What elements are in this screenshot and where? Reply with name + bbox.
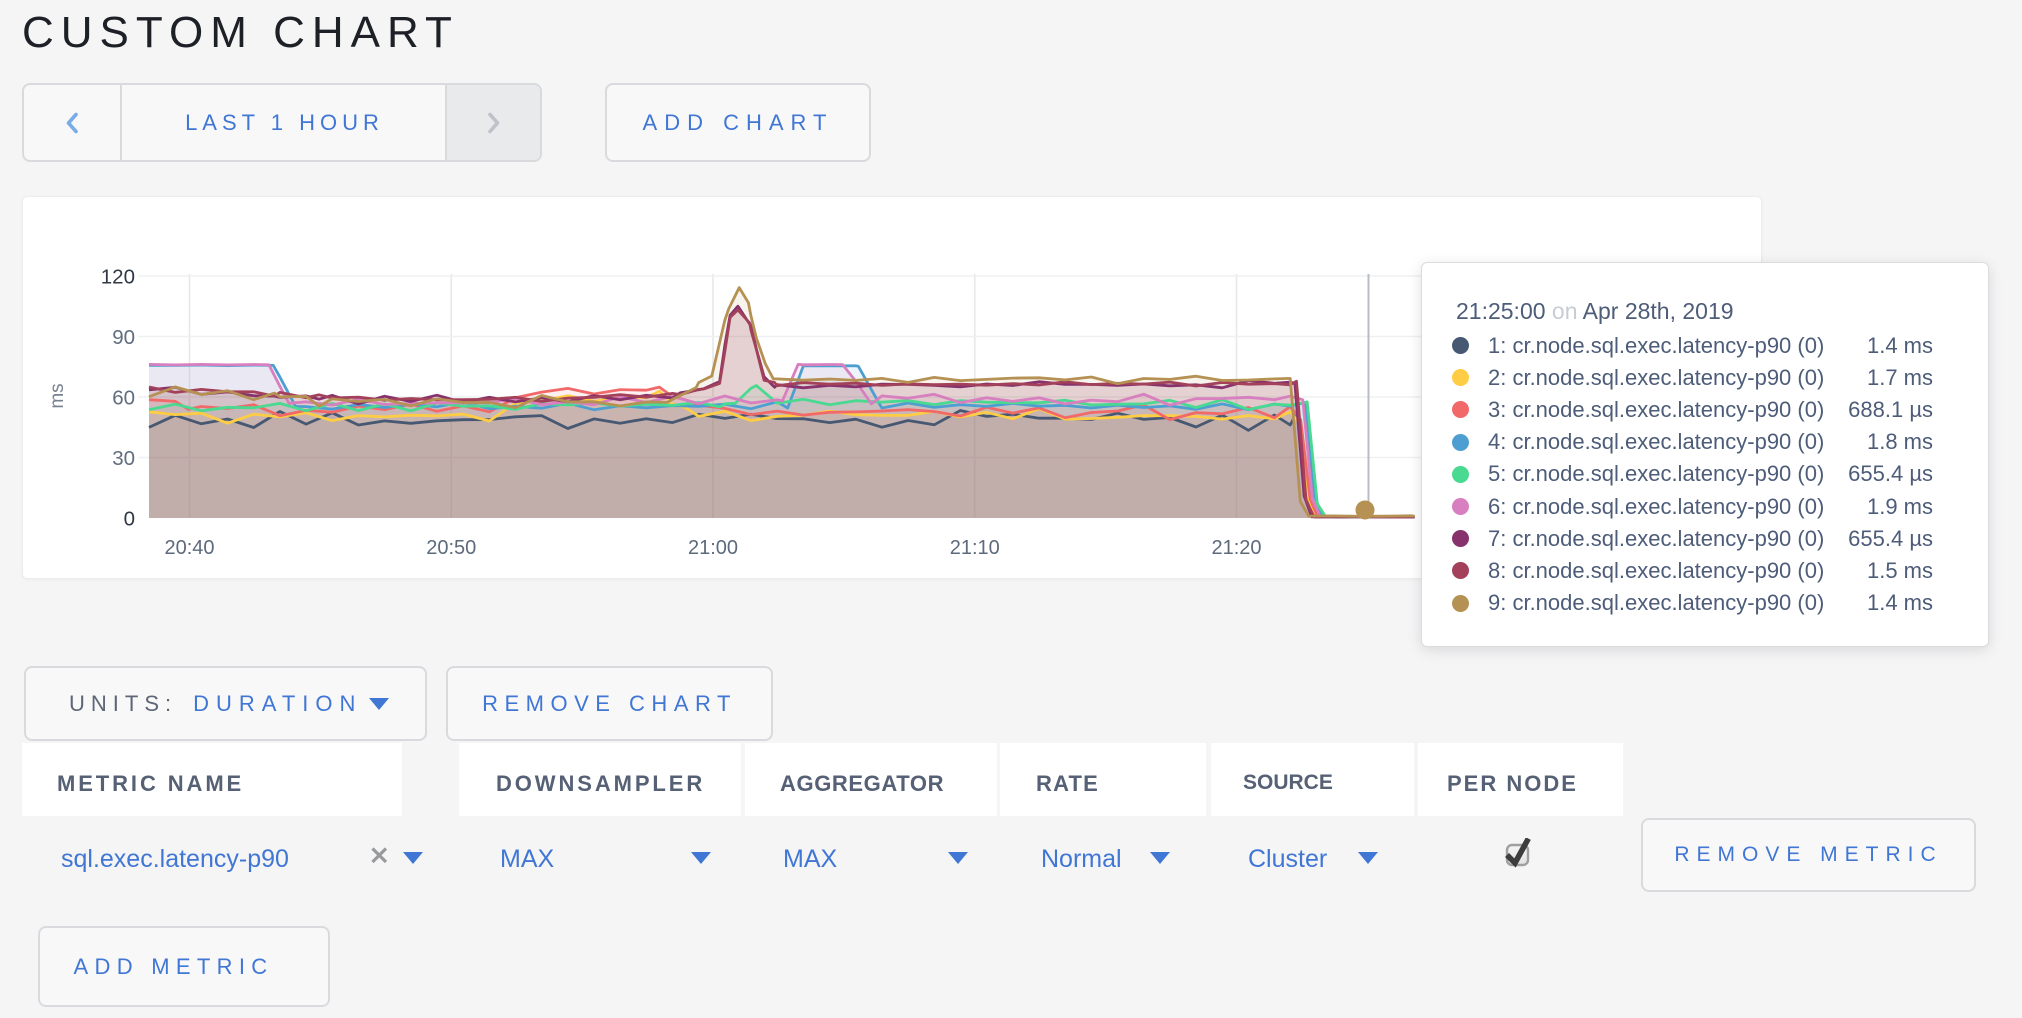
svg-text:21:00: 21:00 [688,537,738,559]
svg-text:21:10: 21:10 [950,537,1000,559]
svg-text:ms: ms [47,383,68,408]
svg-text:20:50: 20:50 [426,537,476,559]
svg-text:0: 0 [124,507,135,530]
svg-text:60: 60 [112,386,135,409]
svg-text:120: 120 [101,265,135,288]
svg-text:21:20: 21:20 [1211,537,1261,559]
svg-text:90: 90 [112,326,135,349]
svg-text:30: 30 [112,447,135,470]
svg-text:20:40: 20:40 [164,537,214,559]
